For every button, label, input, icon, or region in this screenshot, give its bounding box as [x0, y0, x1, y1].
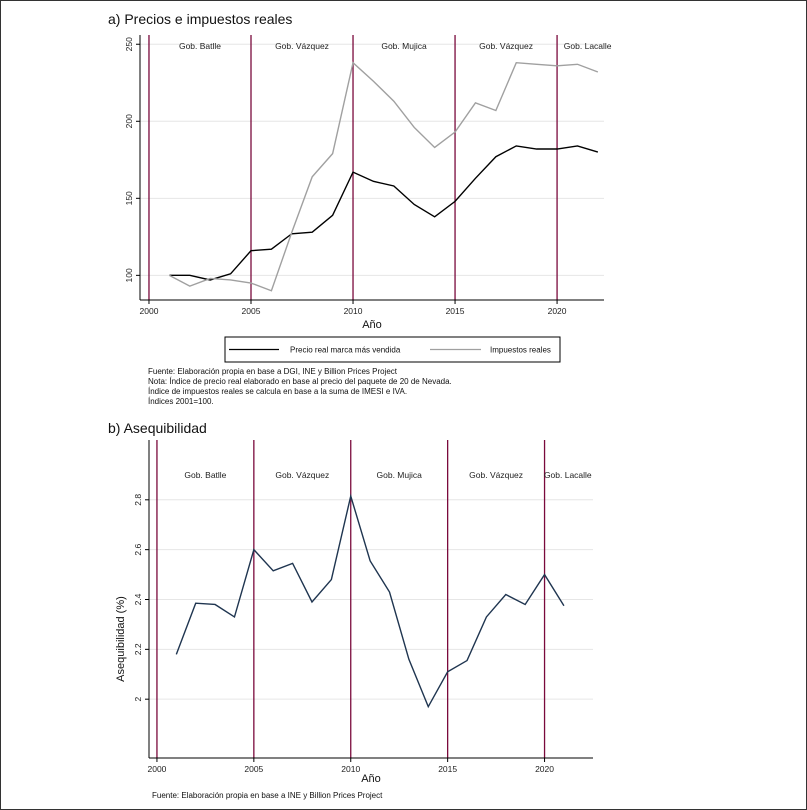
- legend-box: [224, 336, 561, 363]
- y-tick-label: 200: [124, 114, 134, 128]
- x-axis-label: Año: [361, 773, 381, 785]
- x-tick-label: 2000: [140, 306, 159, 316]
- x-tick-label: 2005: [244, 764, 263, 774]
- series-line-1: [169, 61, 599, 292]
- x-tick-label: 2020: [548, 306, 567, 316]
- legend-label: Precio real marca más vendida: [290, 346, 401, 355]
- government-label: Gob. Mujica: [377, 470, 423, 480]
- x-tick-label: 2015: [446, 306, 465, 316]
- chart-title: a) Precios e impuestos reales: [108, 11, 292, 27]
- x-axis-label: Año: [362, 319, 382, 331]
- x-tick-label: 2010: [341, 764, 360, 774]
- series-line-0: [169, 145, 599, 281]
- x-tick-label: 2015: [438, 764, 457, 774]
- government-label: Gob. Vázquez: [275, 470, 329, 480]
- y-tick-label: 2.8: [133, 494, 143, 506]
- x-tick-label: 2010: [344, 306, 363, 316]
- y-axis-label: Asequibilidad (%): [115, 596, 127, 682]
- source-note: Fuente: Elaboración propia en base a DGI…: [148, 367, 398, 376]
- y-tick-label: 2.2: [133, 643, 143, 655]
- government-label: Gob. Batlle: [179, 41, 221, 51]
- government-label: Gob. Vázquez: [479, 41, 533, 51]
- government-label: Gob. Lacalle: [564, 41, 612, 51]
- x-tick-label: 2000: [147, 764, 166, 774]
- government-label: Gob. Lacalle: [544, 470, 592, 480]
- source-note: Nota: Índice de precio real elaborado en…: [148, 377, 452, 386]
- legend-label: Impuestos reales: [490, 346, 551, 355]
- government-label: Gob. Vázquez: [469, 470, 523, 480]
- y-tick-label: 100: [124, 268, 134, 282]
- x-tick-label: 2005: [242, 306, 261, 316]
- source-note: Fuente: Elaboración propia en base a INE…: [152, 791, 383, 800]
- x-tick-label: 2020: [535, 764, 554, 774]
- government-label: Gob. Mujica: [381, 41, 427, 51]
- chart-title: b) Asequibilidad: [108, 420, 207, 436]
- y-tick-label: 2.6: [133, 543, 143, 555]
- government-label: Gob. Vázquez: [275, 41, 329, 51]
- series-line-0: [175, 493, 565, 709]
- y-tick-label: 150: [124, 191, 134, 205]
- y-tick-label: 2.4: [133, 593, 143, 605]
- source-note: Índices 2001=100.: [148, 397, 214, 406]
- source-note: Índice de impuestos reales se calcula en…: [148, 387, 407, 396]
- y-tick-label: 2: [133, 697, 143, 702]
- y-tick-label: 250: [124, 37, 134, 51]
- government-label: Gob. Batlle: [184, 470, 226, 480]
